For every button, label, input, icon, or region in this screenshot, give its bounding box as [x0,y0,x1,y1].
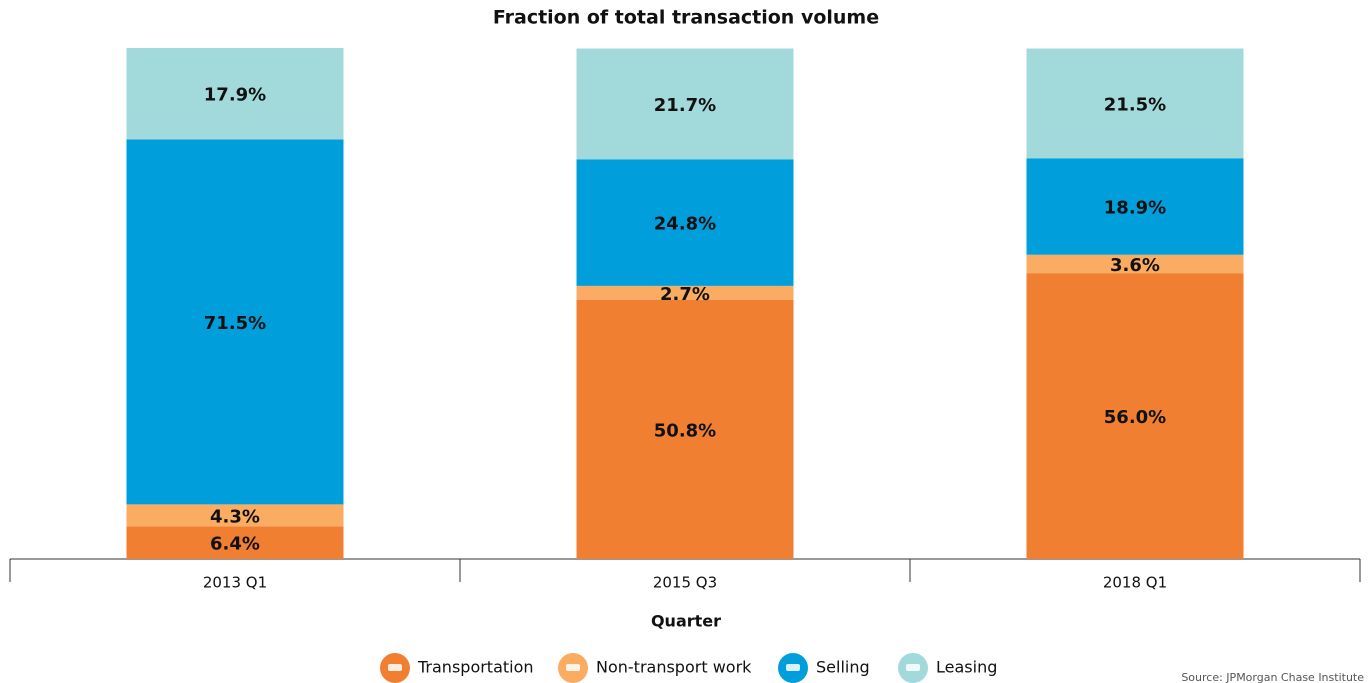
data-label: 4.3% [210,506,260,527]
legend-label: Non-transport work [596,658,752,677]
data-label: 21.5% [1104,94,1166,115]
chart-title: Fraction of total transaction volume [493,7,879,29]
data-label: 50.8% [654,420,716,441]
bar-segment [126,526,344,559]
bar-segment [126,48,344,140]
data-label: 3.6% [1110,255,1160,276]
bar-segment [1026,273,1244,559]
x-tick-label: 2015 Q3 [653,574,717,592]
data-label: 17.9% [204,85,266,106]
data-label: 56.0% [1104,407,1166,428]
x-axis-label: Quarter [651,612,721,631]
legend-item: Transportation [380,653,534,683]
bar-segment [576,159,794,286]
legend-item: Non-transport work [558,653,752,683]
data-label: 2.7% [660,284,710,305]
bar-segment [576,48,794,160]
legend-item: Selling [778,653,870,683]
data-label: 71.5% [204,313,266,334]
bar-segment [1026,158,1244,255]
legend-label: Leasing [936,658,997,677]
source-note: Source: JPMorgan Chase Institute [1181,671,1364,683]
bar-segment [1026,254,1244,274]
legend-glyph [906,664,920,671]
data-label: 24.8% [654,214,716,235]
legend-glyph [566,664,580,671]
bar-segment [1026,48,1244,159]
legend-glyph [388,664,402,671]
data-label: 18.9% [1104,198,1166,219]
bar-segment [126,139,344,505]
legend-label: Transportation [417,658,534,677]
x-tick-label: 2018 Q1 [1103,574,1167,592]
legend-item: Leasing [898,653,997,683]
bar-segment [576,299,794,559]
data-label: 6.4% [210,534,260,555]
bar-segment [576,285,794,300]
bar-segment [126,504,344,527]
data-label: 21.7% [654,95,716,116]
legend-label: Selling [816,658,870,677]
x-tick-label: 2013 Q1 [203,574,267,592]
legend-glyph [786,664,800,671]
